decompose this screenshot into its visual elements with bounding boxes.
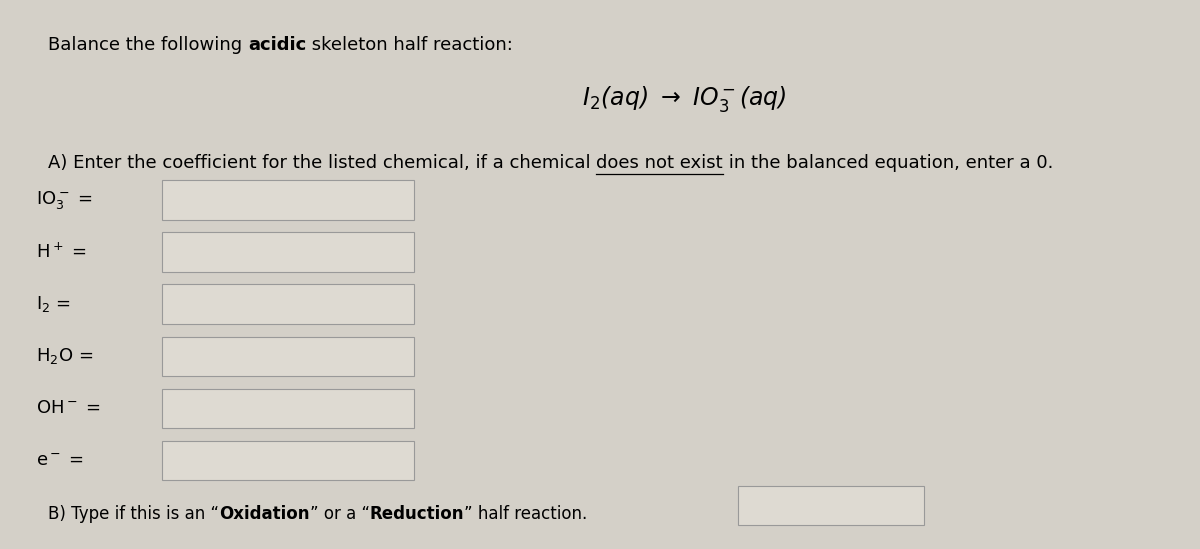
Text: Oxidation: Oxidation xyxy=(220,505,310,523)
Text: A) Enter the coefficient for the listed chemical, if a chemical: A) Enter the coefficient for the listed … xyxy=(48,154,596,172)
FancyBboxPatch shape xyxy=(738,486,924,525)
Text: acidic: acidic xyxy=(248,36,306,54)
Text: ” or a “: ” or a “ xyxy=(310,505,370,523)
Text: OH$^-$ =: OH$^-$ = xyxy=(36,400,101,417)
FancyBboxPatch shape xyxy=(162,389,414,428)
Text: I$_2$ =: I$_2$ = xyxy=(36,294,71,314)
Text: B) Type if this is an “: B) Type if this is an “ xyxy=(48,505,220,523)
Text: I$_2$(aq) $\rightarrow$ IO$_3^-$(aq): I$_2$(aq) $\rightarrow$ IO$_3^-$(aq) xyxy=(582,84,786,114)
Text: IO$_3^-$ =: IO$_3^-$ = xyxy=(36,189,92,211)
FancyBboxPatch shape xyxy=(162,232,414,272)
Text: in the balanced equation, enter a 0.: in the balanced equation, enter a 0. xyxy=(722,154,1054,172)
Text: ” half reaction.: ” half reaction. xyxy=(464,505,587,523)
Text: Balance the following: Balance the following xyxy=(48,36,248,54)
Text: e$^-$ =: e$^-$ = xyxy=(36,452,84,469)
FancyBboxPatch shape xyxy=(162,337,414,376)
Text: H$^+$ =: H$^+$ = xyxy=(36,242,86,262)
Text: skeleton half reaction:: skeleton half reaction: xyxy=(306,36,514,54)
FancyBboxPatch shape xyxy=(162,284,414,324)
Text: Reduction: Reduction xyxy=(370,505,464,523)
Text: H$_2$O =: H$_2$O = xyxy=(36,346,94,366)
FancyBboxPatch shape xyxy=(162,441,414,480)
FancyBboxPatch shape xyxy=(162,180,414,220)
Text: does not exist: does not exist xyxy=(596,154,722,172)
